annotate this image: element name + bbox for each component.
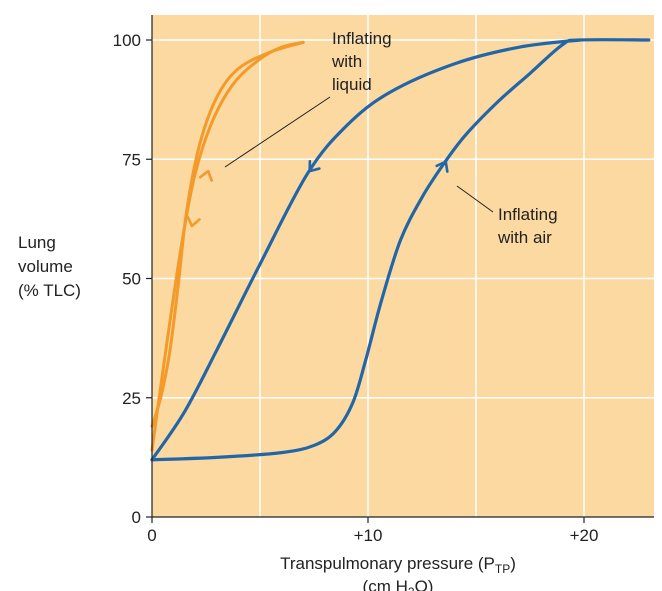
y-axis-label-line-1: Lung <box>18 233 56 252</box>
direction-arrows <box>186 159 449 228</box>
x-axis-units-sub: 2 <box>408 585 415 591</box>
plot-background <box>152 15 654 517</box>
series-liquid-deflation <box>150 40 305 428</box>
y-tick-label: 25 <box>122 389 141 408</box>
y-tick-label: 100 <box>113 31 141 50</box>
x-axis-label: Transpulmonary pressure (PTP) <box>280 554 516 576</box>
liquid-deflation-arrow <box>186 215 201 228</box>
x-tick-label: +20 <box>570 526 599 545</box>
x-tick-labels: 0 +10 +20 <box>147 517 598 545</box>
y-axis-label-line-2: volume <box>18 257 73 276</box>
series-air-deflation <box>150 38 582 462</box>
x-axis-units: (cm H2O) <box>363 577 434 591</box>
y-axis-label: Lung volume (% TLC) <box>18 233 81 300</box>
air-annotation: Inflating with air <box>497 205 562 247</box>
liquid-annotation-line-2: with <box>331 52 362 71</box>
x-axis-units-main: (cm H <box>363 577 408 591</box>
liquid-annotation: Inflating with liquid <box>331 29 396 94</box>
x-tick-label: +10 <box>354 526 383 545</box>
liquid-inflation-arrow <box>198 169 214 182</box>
x-axis-label-main: Transpulmonary pressure (P <box>280 554 495 573</box>
series-layer <box>150 38 651 462</box>
air-inflation-arrow <box>435 160 449 173</box>
liquid-annotation-line-3: liquid <box>332 75 372 94</box>
y-tick-label: 50 <box>122 270 141 289</box>
x-tick-label: 0 <box>147 526 156 545</box>
air-deflation-arrow <box>308 159 321 173</box>
y-tick-label: 0 <box>132 508 141 527</box>
air-annotation-line-2: with air <box>497 228 552 247</box>
air-annotation-line-1: Inflating <box>498 205 558 224</box>
liquid-annotation-line-1: Inflating <box>332 29 392 48</box>
y-tick-labels: 0 25 50 75 100 <box>113 31 152 527</box>
liquid-annotation-leader <box>224 96 331 168</box>
y-axis-label-line-3: (% TLC) <box>18 281 81 300</box>
series-air-inflation <box>150 38 651 462</box>
x-axis-units-close: O) <box>415 577 434 591</box>
x-axis-label-close: ) <box>510 554 516 573</box>
gridlines <box>152 15 654 517</box>
x-axis-label-sub: TP <box>495 562 510 576</box>
air-annotation-leader <box>456 185 494 213</box>
y-tick-label: 75 <box>122 150 141 169</box>
